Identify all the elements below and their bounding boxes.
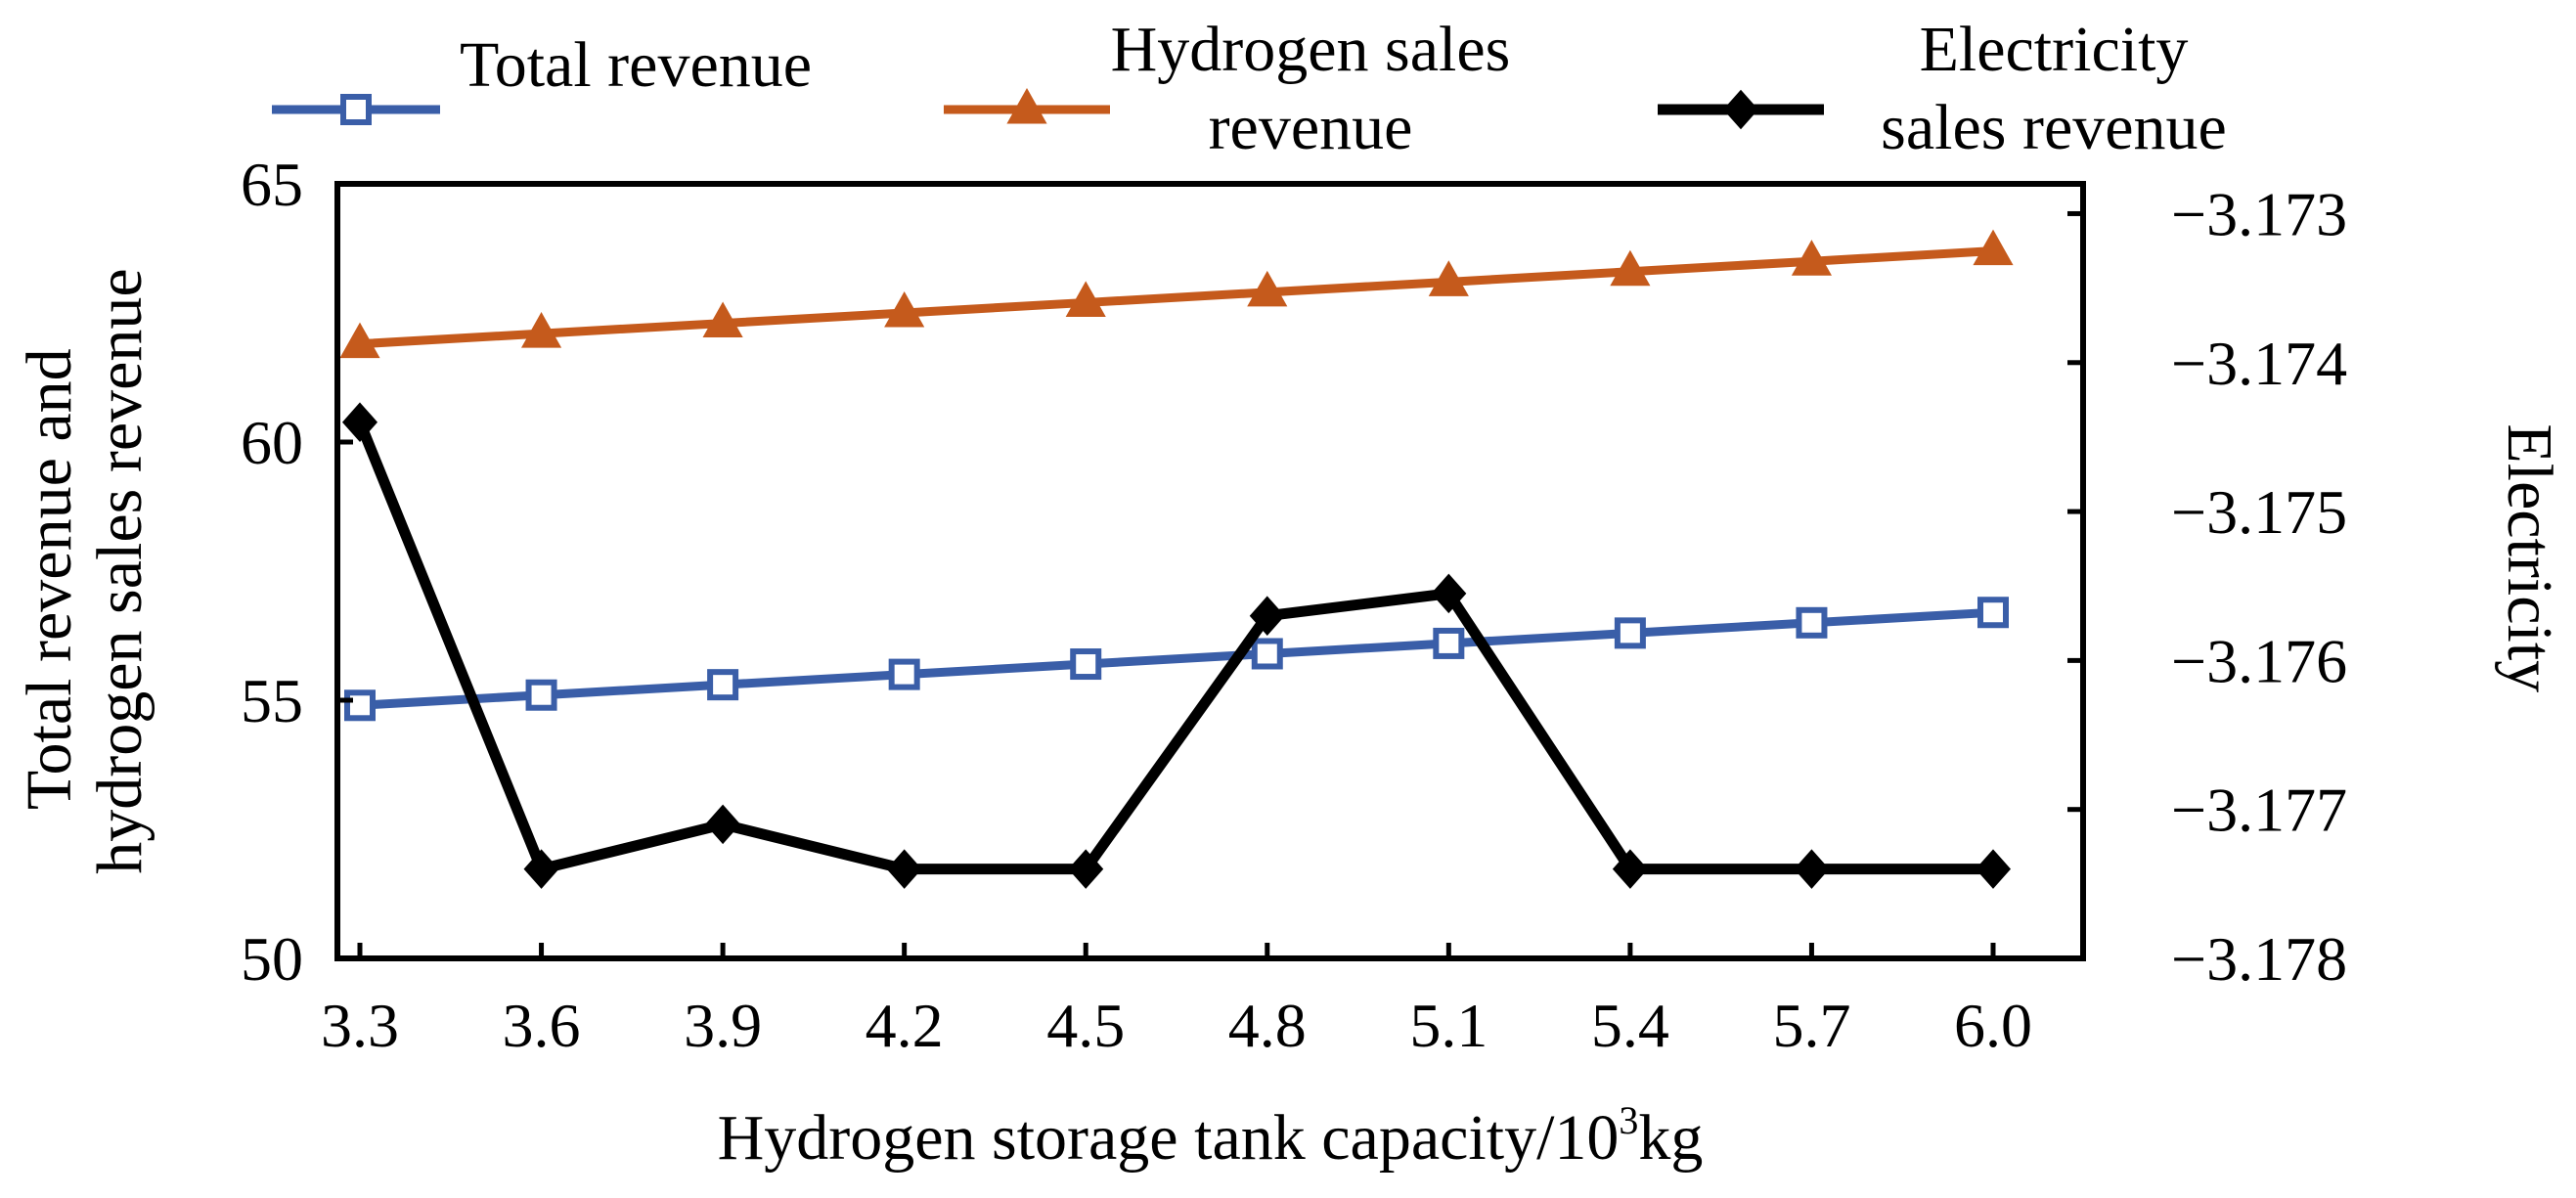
x-tick-label: 5.4 [1591, 991, 1669, 1060]
right-y-tick-label: −3.173 [2171, 179, 2347, 248]
series-hydrogen-sales-revenue [339, 229, 2014, 359]
x-axis: 3.3 3.6 3.9 4.2 4.5 4.8 5.1 5.4 5.7 6.0 [321, 943, 2032, 1060]
data-point-total-revenue [344, 689, 376, 722]
data-point-hydrogen-sales-revenue [1428, 260, 1469, 296]
left-y-tick-label: 60 [241, 408, 303, 477]
right-y-axis: −3.178 −3.177 −3.176 −3.175 −3.174 −3.173 [2067, 179, 2347, 994]
legend-label: Hydrogen sales [1111, 14, 1511, 85]
data-point-hydrogen-sales-revenue [339, 322, 380, 359]
data-point-total-revenue [525, 679, 557, 711]
right-y-tick-label: −3.177 [2171, 776, 2347, 845]
x-tick-label: 4.8 [1228, 991, 1307, 1060]
x-tick-label: 3.6 [503, 991, 581, 1060]
series-total-revenue [344, 597, 2009, 722]
series-line-electricity-sales-revenue [354, 420, 1993, 875]
data-point-electricity-sales-revenue [1794, 849, 1830, 889]
right-y-tick-label: −3.174 [2171, 329, 2347, 398]
data-point-total-revenue [1977, 597, 2009, 629]
right-y-tick-label: −3.176 [2171, 626, 2347, 695]
x-tick-label: 4.5 [1046, 991, 1125, 1060]
legend-swatch-marker [1006, 87, 1047, 124]
data-point-electricity-sales-revenue [1612, 849, 1648, 889]
legend-swatch-marker [340, 94, 372, 125]
data-point-electricity-sales-revenue [1975, 849, 2012, 889]
x-tick-label: 3.3 [321, 991, 399, 1060]
plot-area [339, 229, 2014, 889]
x-tick-label: 5.1 [1409, 991, 1488, 1060]
legend-item-total-revenue: Total revenue [272, 29, 812, 125]
legend-label: sales revenue [1881, 92, 2227, 163]
data-point-electricity-sales-revenue [886, 849, 922, 889]
series-line-total-revenue [359, 607, 1994, 710]
right-y-tick-label: −3.178 [2171, 924, 2347, 994]
data-point-electricity-sales-revenue [341, 402, 378, 442]
left-y-axis-title-line-1: Total revenue and [14, 348, 85, 810]
data-point-total-revenue [1433, 627, 1465, 659]
data-point-hydrogen-sales-revenue [520, 312, 562, 348]
legend-label: revenue [1209, 92, 1413, 163]
x-axis-title: Hydrogen storage tank capacity/103kg [718, 1098, 1704, 1174]
right-y-axis-title-line-2: sales revenue [2564, 393, 2576, 739]
data-point-hydrogen-sales-revenue [884, 290, 925, 328]
data-point-hydrogen-sales-revenue [1791, 240, 1833, 276]
data-point-hydrogen-sales-revenue [1247, 270, 1288, 307]
data-point-total-revenue [1796, 606, 1828, 639]
series-line-hydrogen-sales-revenue [359, 246, 1994, 349]
data-point-total-revenue [1614, 617, 1646, 649]
data-point-total-revenue [1251, 638, 1283, 670]
data-point-hydrogen-sales-revenue [702, 301, 743, 338]
left-y-axis-title: Total revenue and hydrogen sales revenue [14, 268, 155, 873]
x-tick-label: 3.9 [684, 991, 762, 1060]
left-y-tick-label: 65 [241, 150, 303, 219]
data-point-total-revenue [707, 669, 739, 701]
legend-label: Total revenue [460, 29, 812, 101]
legend-swatch-marker [1722, 89, 1759, 130]
right-y-axis-title: Electricity sales revenue [2494, 393, 2576, 739]
plot-frame [334, 181, 2086, 961]
data-point-electricity-sales-revenue [1249, 596, 1285, 636]
data-point-electricity-sales-revenue [1431, 573, 1467, 614]
left-y-axis: 50 55 60 65 [241, 150, 353, 994]
x-tick-label: 6.0 [1954, 991, 2032, 1060]
series-electricity-sales-revenue [341, 402, 2012, 889]
left-y-tick-label: 50 [241, 924, 303, 994]
data-point-total-revenue [1070, 648, 1102, 681]
data-point-hydrogen-sales-revenue [1973, 229, 2014, 266]
data-point-electricity-sales-revenue [705, 804, 741, 845]
x-tick-label: 4.2 [866, 991, 944, 1060]
x-tick-label: 5.7 [1772, 991, 1850, 1060]
right-y-tick-label: −3.175 [2171, 477, 2347, 547]
left-y-axis-title-line-2: hydrogen sales revenue [84, 268, 155, 873]
legend-label: Electricity [1920, 14, 2189, 85]
data-point-electricity-sales-revenue [523, 849, 559, 889]
right-y-axis-title-line-1: Electricity [2494, 423, 2565, 692]
left-y-tick-label: 55 [241, 666, 303, 735]
data-point-electricity-sales-revenue [1068, 849, 1104, 889]
data-point-hydrogen-sales-revenue [1610, 249, 1651, 287]
data-point-hydrogen-sales-revenue [1065, 281, 1106, 317]
data-point-total-revenue [888, 658, 920, 690]
